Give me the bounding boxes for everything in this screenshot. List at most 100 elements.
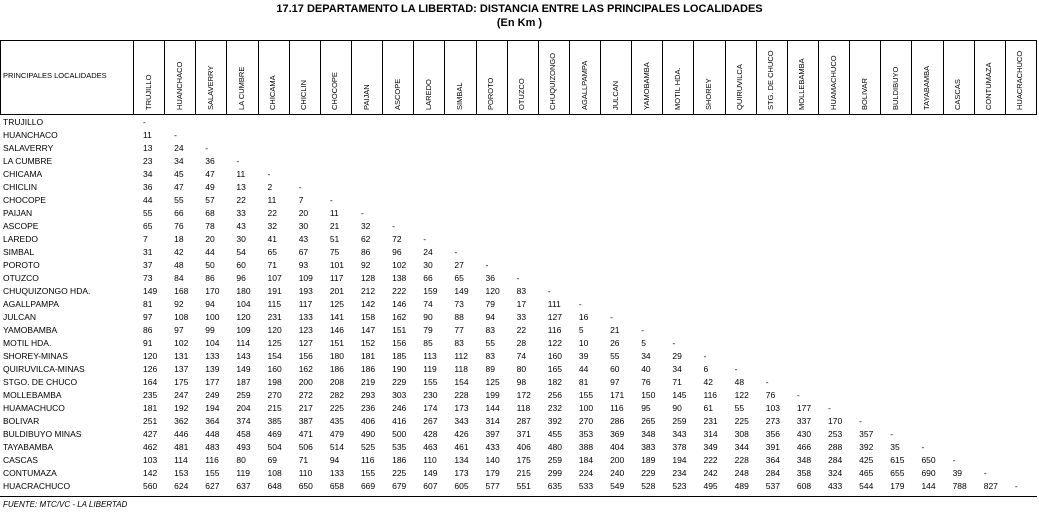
distance-cell: 397 <box>485 429 500 439</box>
distance-cell: 117 <box>329 273 344 283</box>
distance-cell: 369 <box>610 429 625 439</box>
distance-cell: 116 <box>610 403 624 413</box>
distance-cell: 95 <box>641 403 651 413</box>
column-divider <box>600 41 602 114</box>
distance-cell: 348 <box>641 429 656 439</box>
distance-cell: 159 <box>423 286 438 296</box>
distance-cell: 125 <box>267 338 282 348</box>
distance-cell: 65 <box>267 247 278 257</box>
distance-cell: 51 <box>329 234 340 244</box>
distance-cell: 20 <box>298 208 309 218</box>
distance-cell: 232 <box>547 403 562 413</box>
distance-cell: 155 <box>360 468 376 478</box>
distance-cell: 392 <box>859 442 874 452</box>
column-divider <box>662 41 664 114</box>
column-divider <box>755 41 757 114</box>
distance-cell: 217 <box>298 403 313 413</box>
distance-cell: 343 <box>454 416 469 426</box>
distance-cell: 30 <box>236 234 246 244</box>
distance-cell: 353 <box>578 429 594 439</box>
distance-cell: 104 <box>205 338 220 348</box>
distance-cell: 199 <box>485 390 500 400</box>
distance-cell: 186 <box>392 455 407 465</box>
distance-cell: 173 <box>454 403 469 413</box>
distance-cell: 137 <box>174 364 189 374</box>
distance-cell: 324 <box>828 468 843 478</box>
distance-cell: 225 <box>392 468 407 478</box>
distance-cell: 108 <box>267 468 282 478</box>
row-label: CHICLIN <box>3 182 38 192</box>
distance-cell: 465 <box>859 468 874 478</box>
distance-cell: 104 <box>236 299 251 309</box>
column-divider <box>164 41 166 114</box>
distance-cell: 247 <box>174 390 189 400</box>
distance-cell: 83 <box>516 286 527 296</box>
distance-cell: 131 <box>174 351 189 361</box>
distance-cell: 406 <box>360 416 376 426</box>
distance-cell: 679 <box>392 481 407 491</box>
distance-cell: 34 <box>143 169 153 179</box>
distance-cell: 57 <box>205 195 215 205</box>
distance-cell: 154 <box>267 351 282 361</box>
distance-cell: 155 <box>205 468 220 478</box>
distance-cell: 577 <box>485 481 500 491</box>
distance-cell: 155 <box>423 377 438 387</box>
distance-cell: 30 <box>423 260 433 270</box>
distance-cell: 20 <box>205 234 215 244</box>
distance-cell: 504 <box>267 442 282 452</box>
distance-cell: 42 <box>703 377 713 387</box>
distance-cell: 242 <box>703 468 718 478</box>
distance-cell: 284 <box>828 455 843 465</box>
distance-cell: 54 <box>236 247 246 257</box>
distance-cell: 117 <box>298 299 313 309</box>
distance-cell: 119 <box>236 468 250 478</box>
distance-cell: 55 <box>734 403 745 413</box>
distance-cell: 109 <box>298 273 313 283</box>
distance-cell: 186 <box>360 364 376 374</box>
distance-cell: 248 <box>734 468 749 478</box>
distance-cell: 406 <box>516 442 531 452</box>
distance-cell: 75 <box>329 247 340 257</box>
distance-cell: 86 <box>143 325 153 335</box>
distance-cell: 186 <box>329 364 344 374</box>
distance-cell: 149 <box>143 286 158 296</box>
distance-cell: 435 <box>329 416 344 426</box>
distance-cell: 259 <box>236 390 251 400</box>
row-label: CONTUMAZA <box>3 468 57 478</box>
distance-cell: 85 <box>423 338 433 348</box>
distance-cell: 71 <box>672 377 682 387</box>
distance-cell: 11 <box>236 169 246 179</box>
distance-cell: 126 <box>143 364 158 374</box>
distance-cell: 71 <box>267 260 278 270</box>
distance-cell: 6 <box>703 364 709 374</box>
row-label: LAREDO <box>3 234 38 244</box>
distance-cell: - <box>267 169 271 179</box>
distance-cell: 228 <box>454 390 469 400</box>
column-divider <box>942 41 944 114</box>
distance-cell: 98 <box>516 377 527 387</box>
row-label: ASCOPE <box>3 221 39 231</box>
distance-cell: 208 <box>329 377 344 387</box>
distance-cell: 259 <box>547 455 562 465</box>
distance-cell: 466 <box>796 442 812 452</box>
distance-cell: 33 <box>516 312 527 322</box>
column-divider <box>226 41 228 114</box>
distance-cell: 236 <box>360 403 376 413</box>
distance-cell: 97 <box>610 377 620 387</box>
distance-cell: 118 <box>454 364 468 374</box>
distance-cell: 37 <box>143 260 153 270</box>
distance-cell: 79 <box>485 299 495 309</box>
column-header: JULCAN <box>610 80 620 110</box>
distance-cell: 55 <box>143 208 153 218</box>
column-header: PAIJAN <box>361 84 371 110</box>
column-header: STG. DE CHUCO <box>766 50 776 110</box>
column-divider <box>973 41 975 114</box>
distance-cell: 108 <box>174 312 189 322</box>
distance-cell: 125 <box>485 377 500 387</box>
distance-cell: 433 <box>828 481 843 491</box>
distance-cell: 110 <box>423 455 437 465</box>
column-divider <box>1004 41 1006 114</box>
distance-cell: 240 <box>610 468 625 478</box>
distance-cell: 142 <box>143 468 158 478</box>
